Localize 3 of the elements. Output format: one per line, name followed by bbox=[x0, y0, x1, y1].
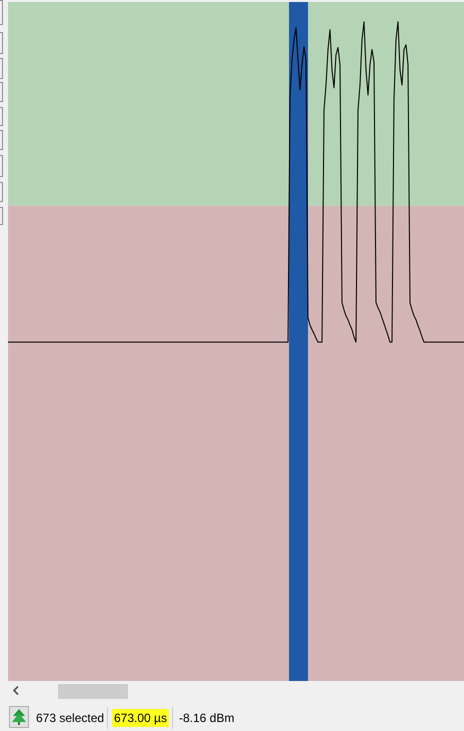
text: -8.16 dBm bbox=[179, 710, 234, 727]
text: 673.00 µs bbox=[112, 709, 169, 727]
text: 673 selected bbox=[36, 710, 104, 727]
